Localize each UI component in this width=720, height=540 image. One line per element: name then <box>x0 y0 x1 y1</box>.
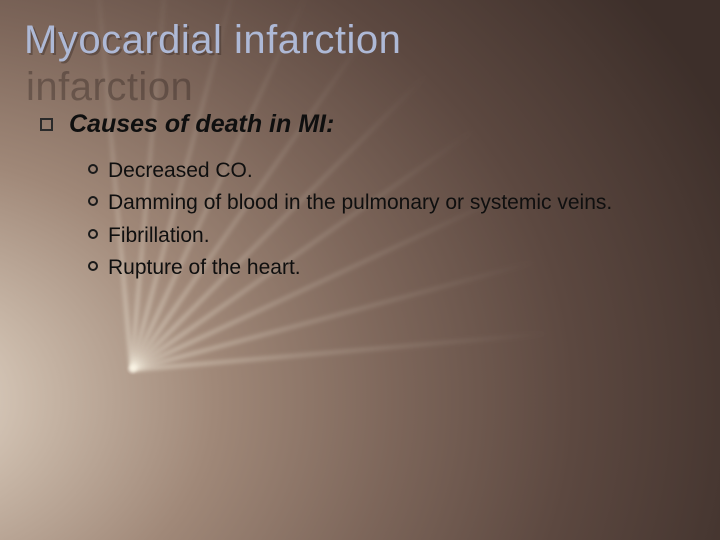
subtitle-row: Causes of death in MI: <box>40 110 680 139</box>
square-bullet-icon <box>40 118 53 131</box>
circle-bullet-icon <box>88 196 98 206</box>
item-text: Fibrillation. <box>108 222 210 250</box>
item-text: Decreased CO. <box>108 157 253 185</box>
subtitle-text: Causes of death in MI: <box>69 110 334 139</box>
item-text: Damming of blood in the pulmonary or sys… <box>108 189 612 217</box>
circle-bullet-icon <box>88 229 98 239</box>
slide-title: Myocardial infarction Myocardial infarct… <box>24 18 401 63</box>
list-item: Decreased CO. <box>88 157 680 185</box>
list-item: Damming of blood in the pulmonary or sys… <box>88 189 680 217</box>
list-item: Fibrillation. <box>88 222 680 250</box>
circle-bullet-icon <box>88 261 98 271</box>
title-text: Myocardial infarction <box>24 18 401 62</box>
item-text: Rupture of the heart. <box>108 254 301 282</box>
list-item: Rupture of the heart. <box>88 254 680 282</box>
slide: Myocardial infarction Myocardial infarct… <box>0 0 720 540</box>
slide-content: Causes of death in MI: Decreased CO. Dam… <box>40 110 680 286</box>
circle-bullet-icon <box>88 164 98 174</box>
item-list: Decreased CO. Damming of blood in the pu… <box>88 157 680 282</box>
